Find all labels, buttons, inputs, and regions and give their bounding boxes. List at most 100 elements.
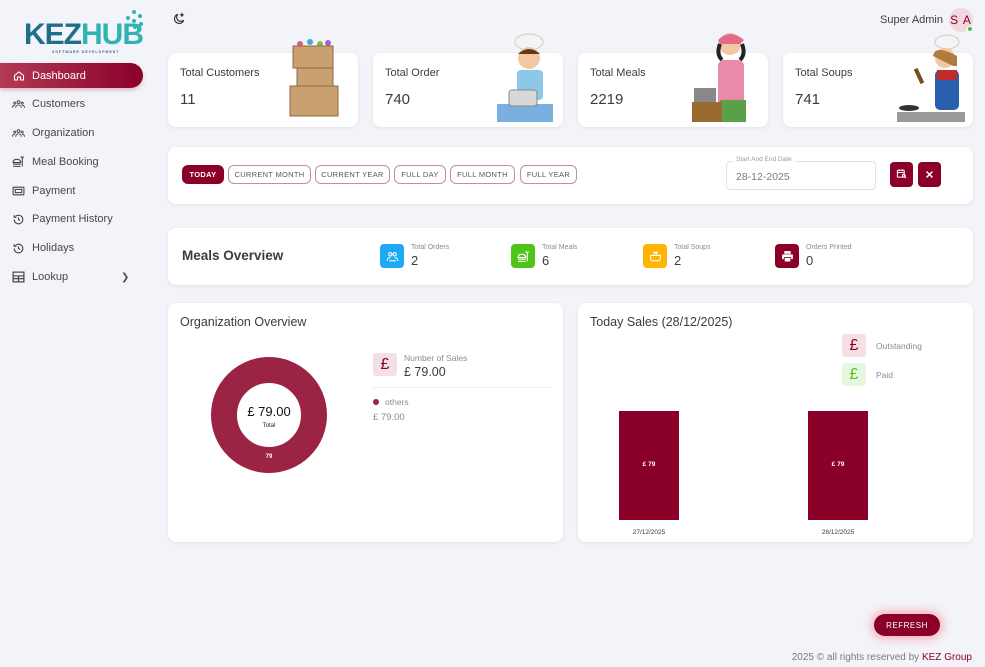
chef-boy-illustration-icon xyxy=(495,32,555,127)
legend-item-others[interactable]: others xyxy=(373,397,409,407)
legend-label: others xyxy=(385,397,409,407)
sales-value: £ 79.00 xyxy=(404,365,446,379)
stat-label: Total Customers xyxy=(180,67,260,79)
sidebar-item-label: Lookup xyxy=(32,271,69,284)
users-icon xyxy=(12,127,25,140)
stat-label: Total Order xyxy=(385,67,440,79)
stat-card-total-meals: Total Meals 2219 xyxy=(578,33,768,127)
home-icon xyxy=(12,69,25,82)
pound-icon: £ xyxy=(842,363,866,386)
avatar-initials: S A xyxy=(950,13,972,27)
sidebar-item-holidays[interactable]: Holidays xyxy=(0,236,150,261)
stat-value: 740 xyxy=(385,91,411,108)
clear-date-button[interactable] xyxy=(918,162,941,187)
number-of-sales: £ Number of Sales £ 79.00 xyxy=(373,353,467,379)
sidebar-item-customers[interactable]: Customers xyxy=(0,92,150,117)
meal-stat-total-meals: Total Meals 6 xyxy=(511,244,577,268)
stat-value: 2219 xyxy=(590,91,624,108)
chevron-right-icon: ❯ xyxy=(121,271,130,283)
logo-tagline: SOFTWARE DEVELOPMENT xyxy=(52,50,120,54)
donut-total-label: Total xyxy=(262,423,276,429)
legend-item-outstanding[interactable]: £ Outstanding xyxy=(842,334,922,357)
filter-chip-full-month[interactable]: FULL MONTH xyxy=(450,165,515,184)
history-icon xyxy=(12,213,25,226)
organization-donut-chart[interactable]: £ 79.00 Total 79 xyxy=(211,357,327,473)
printer-icon xyxy=(775,244,799,268)
user-menu[interactable]: Super Admin S A xyxy=(880,8,973,32)
x-axis-label: 27/12/2025 xyxy=(632,529,666,536)
close-icon xyxy=(925,166,934,184)
legend-value: £ 79.00 xyxy=(373,412,405,423)
payment-icon xyxy=(12,184,25,197)
meal-stat-label: Orders Printed xyxy=(806,244,852,251)
bar-value-label: £ 79 xyxy=(642,461,656,468)
today-sales-panel: Today Sales (28/12/2025) £ Outstanding £… xyxy=(578,303,973,542)
meal-stat-value: 6 xyxy=(542,253,550,268)
footer: 2025 © all rights reserved by KEZ Group xyxy=(792,652,972,663)
stat-label: Total Meals xyxy=(590,67,646,79)
users-icon xyxy=(12,98,25,111)
filter-chip-current-year[interactable]: CURRENT YEAR xyxy=(315,165,390,184)
stat-card-total-soups: Total Soups 741 xyxy=(783,34,973,127)
filter-chip-full-day[interactable]: FULL DAY xyxy=(394,165,446,184)
sidebar-item-label: Meal Booking xyxy=(32,155,99,168)
user-name: Super Admin xyxy=(880,14,943,26)
sidebar-item-dashboard[interactable]: Dashboard xyxy=(0,63,143,88)
date-range-input[interactable]: Start And End Date 28-12-2025 xyxy=(726,156,876,190)
sales-label: Number of Sales xyxy=(404,353,468,363)
meal-icon xyxy=(511,244,535,268)
moon-icon[interactable] xyxy=(172,12,186,26)
users-icon xyxy=(380,244,404,268)
donut-segment-label: 79 xyxy=(265,454,273,460)
meal-stat-orders-printed: Orders Printed 0 xyxy=(775,244,852,268)
sales-bar[interactable]: £ 79 xyxy=(808,411,868,520)
x-axis-label: 28/12/2025 xyxy=(821,529,855,536)
divider xyxy=(373,387,551,388)
boxes-illustration-icon xyxy=(288,38,340,125)
brand-logo[interactable]: KEZHUB SOFTWARE DEVELOPMENT xyxy=(22,10,146,54)
legend-label: Paid xyxy=(876,369,894,380)
sidebar-item-meal-booking[interactable]: Meal Booking xyxy=(0,149,150,174)
legend-dot-icon xyxy=(373,399,379,405)
sidebar: Dashboard Customers Organization Meal Bo… xyxy=(0,63,150,293)
filter-chip-today[interactable]: TODAY xyxy=(182,165,224,184)
legend-item-paid[interactable]: £ Paid xyxy=(842,363,893,386)
meal-stat-total-orders: Total Orders 2 xyxy=(380,244,449,268)
meal-stat-value: 2 xyxy=(674,253,682,268)
sidebar-item-label: Organization xyxy=(32,127,95,140)
organization-overview-title: Organization Overview xyxy=(180,315,307,329)
meals-overview-title: Meals Overview xyxy=(182,248,284,263)
meal-stat-label: Total Orders xyxy=(411,244,450,251)
sidebar-item-payment-history[interactable]: Payment History xyxy=(0,207,150,232)
sidebar-item-payment[interactable]: Payment xyxy=(0,178,150,203)
logo-text-main: KEZ xyxy=(24,18,82,51)
online-status-dot xyxy=(967,26,973,32)
donut-total-value: £ 79.00 xyxy=(247,404,291,419)
bar-value-label: £ 79 xyxy=(831,461,845,468)
organization-overview-panel: Organization Overview £ 79.00 Total 79 £… xyxy=(168,303,563,542)
filter-chip-full-year[interactable]: FULL YEAR xyxy=(520,165,577,184)
footer-brand-link[interactable]: KEZ Group xyxy=(921,652,972,663)
logo-text-accent: HUB xyxy=(81,18,144,51)
chef-girl-illustration-icon xyxy=(897,34,965,127)
avatar[interactable]: S A xyxy=(949,8,973,32)
refresh-button[interactable]: REFRESH xyxy=(874,614,940,636)
meal-stat-label: Total Soups xyxy=(674,244,711,251)
calendar-search-icon xyxy=(896,166,907,184)
meal-stat-label: Total Meals xyxy=(542,244,578,251)
meal-stat-value: 2 xyxy=(411,253,419,268)
filter-chip-current-month[interactable]: CURRENT MONTH xyxy=(228,165,311,184)
calendar-search-button[interactable] xyxy=(890,162,913,187)
footer-text: 2025 © all rights reserved by xyxy=(791,652,920,663)
pound-icon: £ xyxy=(373,353,397,376)
stat-value: 741 xyxy=(795,91,821,108)
meal-icon xyxy=(12,155,25,168)
sidebar-item-lookup[interactable]: Lookup ❯ xyxy=(0,265,150,290)
sidebar-item-organization[interactable]: Organization xyxy=(0,121,150,146)
date-range-label: Start And End Date xyxy=(733,156,795,163)
sales-bar[interactable]: £ 79 xyxy=(619,411,679,520)
today-sales-title: Today Sales (28/12/2025) xyxy=(590,315,733,329)
sidebar-item-label: Customers xyxy=(32,98,86,111)
history-icon xyxy=(12,242,25,255)
meals-overview-panel: Meals Overview Total Orders 2 Total Meals… xyxy=(168,228,973,285)
